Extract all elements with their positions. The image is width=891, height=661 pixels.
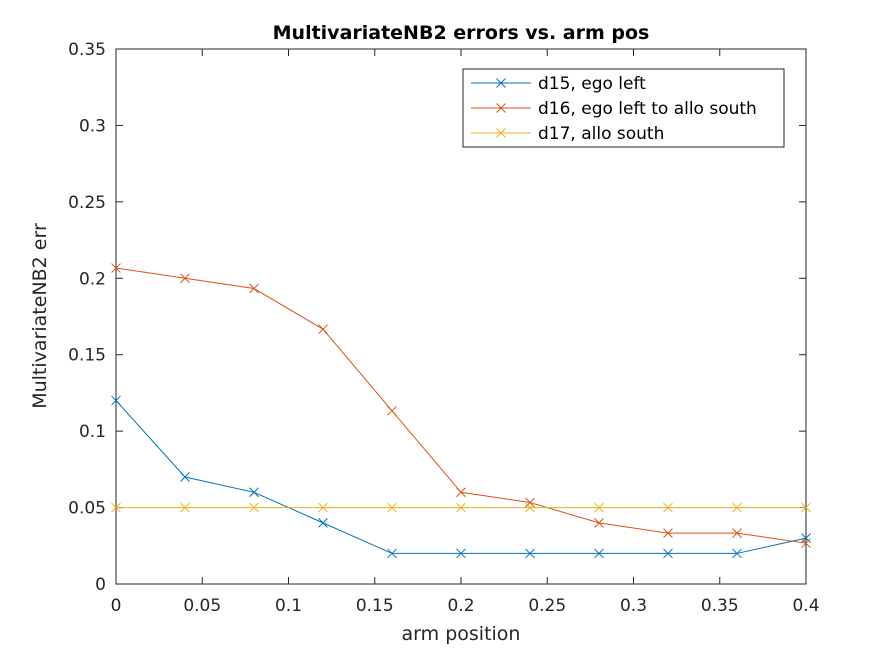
data-point-marker: [111, 263, 121, 273]
data-point-marker: [387, 502, 397, 513]
data-point-marker: [180, 472, 190, 482]
series-1: [111, 395, 811, 559]
data-point-marker: [594, 502, 604, 513]
data-point-marker: [663, 528, 673, 538]
data-point-marker: [387, 405, 397, 416]
data-point-marker: [249, 487, 259, 498]
data-point-marker: [663, 548, 673, 559]
data-point-marker: [318, 502, 328, 513]
data-point-marker: [594, 548, 604, 559]
series-2: [111, 263, 811, 549]
data-point-marker: [732, 528, 742, 538]
x-tick-label: 0.2: [447, 596, 474, 616]
data-point-marker: [318, 518, 328, 528]
x-axis-label: arm position: [402, 623, 521, 645]
data-point-marker: [801, 533, 811, 543]
y-tick-label: 0.25: [68, 193, 106, 213]
data-point-marker: [456, 487, 466, 498]
legend-label: d16, ego left to allo south: [538, 99, 757, 119]
x-tick-label: 0.05: [183, 596, 221, 616]
x-tick-label: 0.25: [528, 596, 566, 616]
x-tick-label: 0.1: [275, 596, 302, 616]
y-tick-label: 0.35: [68, 40, 106, 60]
y-tick-label: 0.15: [68, 346, 106, 366]
x-tick-label: 0: [111, 596, 122, 616]
legend-marker: [496, 128, 506, 138]
x-tick-label: 0.35: [701, 596, 739, 616]
legend-label: d17, allo south: [538, 124, 664, 144]
y-tick-label: 0: [95, 575, 106, 595]
data-point-marker: [318, 324, 328, 335]
data-point-marker: [456, 548, 466, 559]
legend-marker: [496, 78, 506, 88]
y-tick-label: 0.3: [79, 116, 106, 136]
x-tick-label: 0.15: [356, 596, 394, 616]
legend-entry: d15, ego left: [471, 74, 646, 94]
legend-entry: d17, allo south: [471, 124, 664, 144]
chart-title: MultivariateNB2 errors vs. arm pos: [273, 22, 650, 44]
y-tick-label: 0.05: [68, 499, 106, 519]
y-axis-label: MultivariateNB2 err: [29, 223, 51, 409]
y-tick-label: 0.1: [79, 422, 106, 442]
data-point-marker: [594, 518, 604, 528]
data-point-marker: [525, 548, 535, 559]
data-point-marker: [663, 502, 673, 513]
data-point-marker: [180, 273, 190, 284]
data-point-marker: [801, 538, 811, 549]
data-point-marker: [180, 502, 190, 513]
data-point-marker: [525, 497, 535, 508]
data-point-marker: [732, 548, 742, 559]
data-point-marker: [456, 502, 466, 513]
x-tick-label: 0.3: [620, 596, 647, 616]
y-tick-label: 0.2: [79, 269, 106, 289]
data-point-marker: [525, 502, 535, 513]
data-point-marker: [111, 502, 121, 513]
legend-entry: d16, ego left to allo south: [471, 99, 757, 119]
legend-label: d15, ego left: [538, 74, 646, 94]
data-point-marker: [249, 502, 259, 513]
data-point-marker: [387, 548, 397, 559]
legend: d15, ego left d16, ego left to allo south…: [462, 68, 785, 148]
axis-ticks: 0 0.05 0.1 0.15 0.2 0.25 0.3 0.35 0.4 0 0.05 0.1 0.1…: [68, 40, 819, 616]
legend-marker: [496, 103, 506, 113]
series-3: [111, 502, 811, 513]
data-point-marker: [732, 502, 742, 513]
x-tick-label: 0.4: [792, 596, 819, 616]
data-point-marker: [249, 283, 259, 294]
data-point-marker: [111, 395, 121, 406]
data-point-marker: [801, 502, 811, 513]
series-layer: [111, 263, 811, 559]
